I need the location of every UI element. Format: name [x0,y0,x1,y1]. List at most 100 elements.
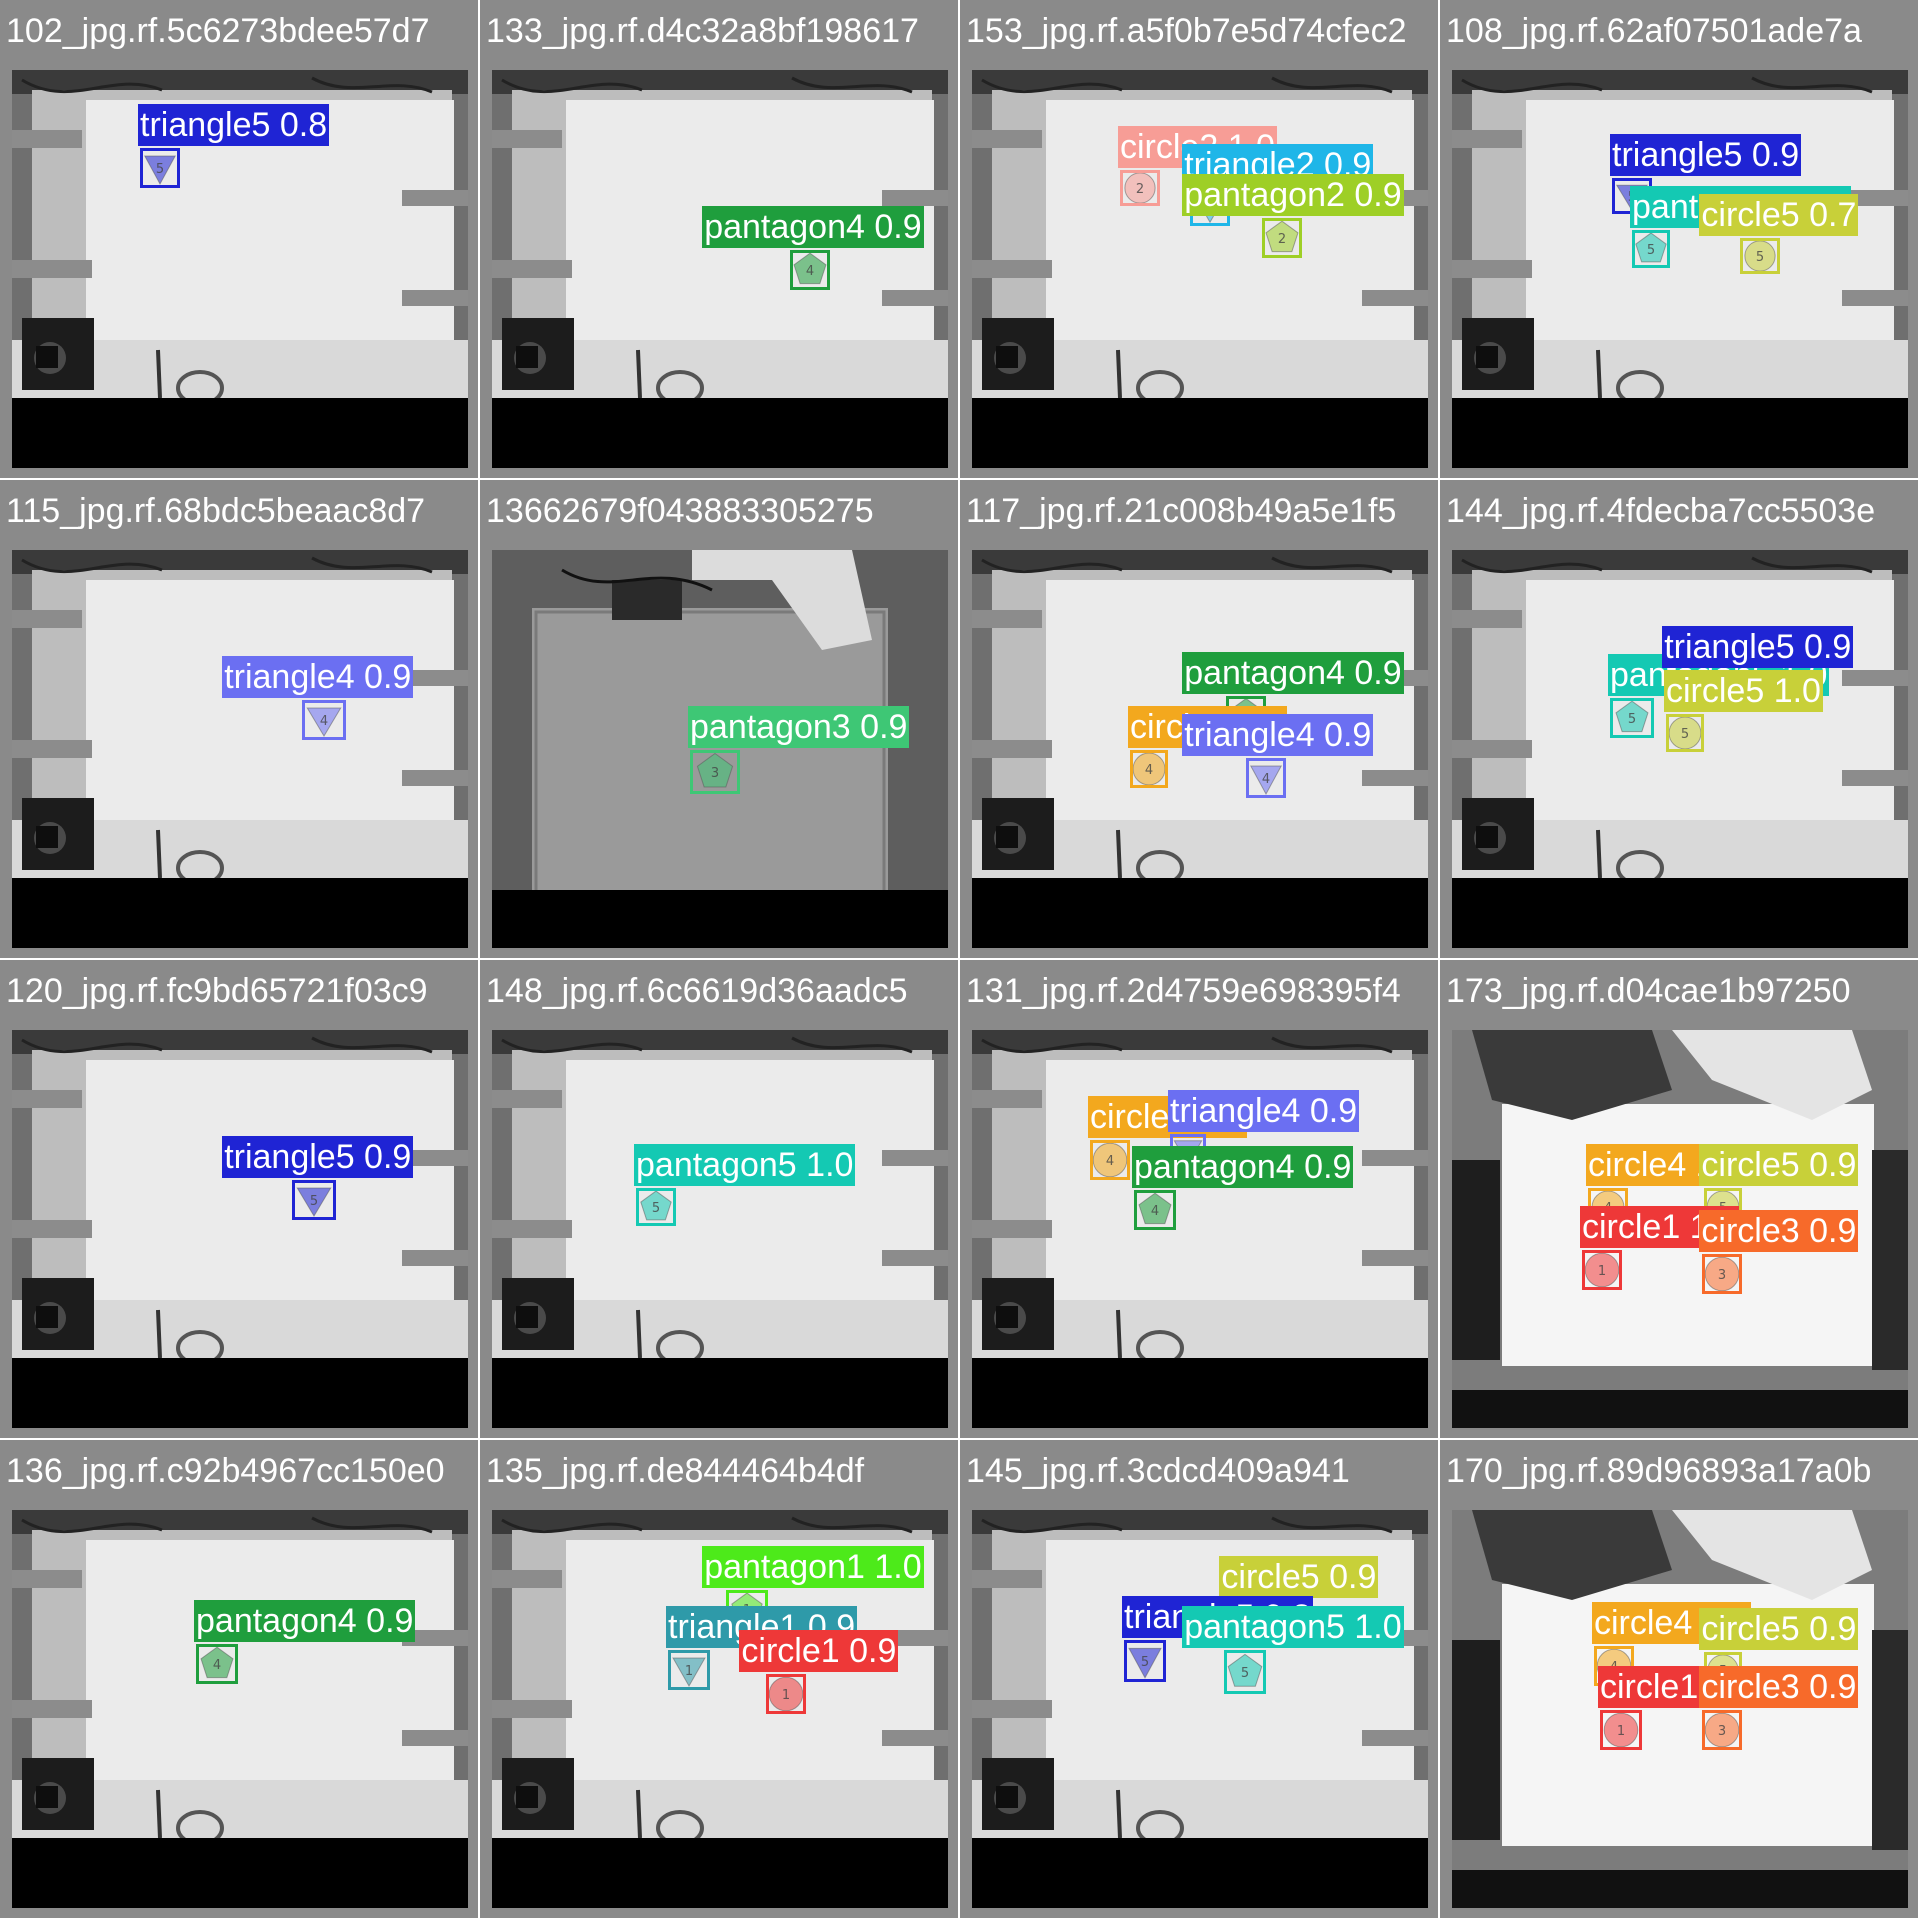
detection-label: pantagon3 0.9 [688,706,910,748]
triangle-object [1249,765,1283,796]
pentagon-object [1265,220,1299,253]
circle-object [1704,1712,1740,1748]
object-number: 4 [1145,763,1153,778]
circle-object [1584,1252,1620,1288]
camera-frame: 4 triangle4 0.9 [12,550,468,948]
image-tile: 5 triangle5 0.8 102_jpg.rf.5c6273bdee57d7 [0,0,478,478]
black-border [972,398,1428,468]
black-border [972,1358,1428,1428]
detection-label: pantagon4 0.9 [702,206,924,248]
detection-box [1702,1710,1742,1750]
detection-box [1224,1650,1266,1694]
circle-object [1092,1142,1128,1178]
detection-label: pantagon2 0.9 [1182,174,1404,216]
triangle-object [672,1657,706,1688]
object-number: 5 [156,162,164,177]
detection-box [766,1674,806,1714]
detection-label: pantagon4 0.9 [1132,1146,1354,1188]
detection-box [690,750,740,794]
detection-label: circle1 0.9 [739,1630,899,1672]
black-border [12,1358,468,1428]
image-filename: 135_jpg.rf.de844464b4df [486,1452,865,1490]
object-number: 1 [1617,1724,1625,1739]
camera-frame: 555circle5 0.9triangle5 0.8pantagon5 1.0 [972,1510,1428,1908]
pentagon-object [200,1646,234,1679]
work-surface [86,580,454,830]
object-number: 5 [1141,1655,1149,1670]
detection-label: circle5 0.9 [1699,1144,1859,1186]
detection-box [1124,1640,1166,1682]
pentagon-object [1138,1192,1172,1225]
detection-label: circle5 1.0 [1664,670,1823,712]
object-number: 4 [1151,1204,1159,1219]
detection-box [1262,218,1302,258]
black-border [972,878,1428,948]
pentagon-object [696,752,734,788]
camera-frame: 5 triangle5 0.8 [12,70,468,468]
detection-label: triangle5 0.8 [138,104,330,146]
object-number: 3 [711,766,719,781]
object-number: 4 [213,1658,221,1673]
image-tile: 4 pantagon4 0.9 136_jpg.rf.c92b4967cc150e0 [0,1440,478,1918]
image-tile: 555circle5 0.9triangle5 0.8pantagon5 1.0… [960,1440,1438,1918]
detection-box [1600,1710,1642,1750]
circle-object [1704,1256,1740,1292]
image-tile: 5 triangle5 0.9 120_jpg.rf.fc9bd65721f03c9 [0,960,478,1438]
detection-box [140,148,180,188]
robot-arm [692,550,872,650]
image-filename: 117_jpg.rf.21c008b49a5e1f5 [966,492,1397,530]
camera-frame: 3 pantagon3 0.9 [492,550,948,948]
detection-box [1740,238,1780,274]
circle-object [1603,1712,1639,1748]
black-border [972,1838,1428,1908]
triangle-object [1128,1647,1162,1679]
image-filename: 115_jpg.rf.68bdc5beaac8d7 [6,492,426,530]
image-tile: 4 pantagon4 0.9 133_jpg.rf.d4c32a8bf198617 [480,0,958,478]
black-border [492,1358,948,1428]
detection-box [1632,230,1670,268]
object-number: 5 [1681,727,1689,742]
detection-box [790,250,830,290]
image-filename: 136_jpg.rf.c92b4967cc150e0 [6,1452,445,1490]
image-filename: 131_jpg.rf.2d4759e698395f4 [966,972,1401,1010]
pentagon-object [1615,700,1649,733]
detection-label: circle3 0.9 [1699,1210,1859,1252]
triangle-object [296,1187,332,1217]
object-number: 5 [1756,250,1764,265]
black-border [1452,398,1908,468]
object-number: 5 [1647,243,1655,258]
detection-label: pantagon4 0.9 [194,1600,416,1642]
object-number: 1 [1598,1264,1606,1279]
robot-arm [1672,1510,1872,1600]
image-filename: 120_jpg.rf.fc9bd65721f03c9 [6,972,428,1010]
detection-label: pantagon4 0.9 [1182,652,1404,694]
pentagon-object [1635,232,1667,263]
image-filename: 153_jpg.rf.a5f0b7e5d74cfec2 [966,12,1407,50]
detection-label: triangle4 0.9 [1182,714,1374,756]
circle-object [768,1676,804,1712]
object-number: 1 [782,1688,790,1703]
detection-label: circle5 0.7 [1699,194,1859,236]
object-number: 4 [320,714,328,729]
object-number: 5 [652,1201,660,1216]
object-number: 3 [1718,1724,1726,1739]
camera-frame: 5 pantagon5 1.0 [492,1030,948,1428]
black-border [1452,878,1908,948]
image-filename: 173_jpg.rf.d04cae1b97250 [1446,972,1851,1010]
black-border [12,398,468,468]
object-number: 1 [685,1664,693,1679]
work-surface [86,1540,454,1790]
detection-box [1134,1190,1176,1230]
detection-label: circle3 0.9 [1699,1666,1859,1708]
